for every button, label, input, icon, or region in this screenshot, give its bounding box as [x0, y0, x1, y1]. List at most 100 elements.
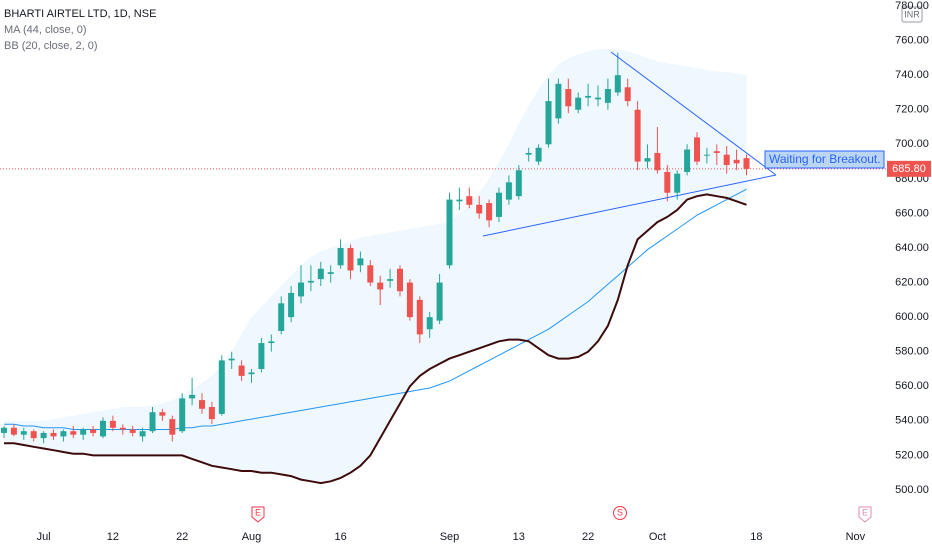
y-tick-label: 560.00	[895, 380, 929, 392]
candle-body	[703, 154, 710, 156]
annotation-box	[764, 150, 885, 169]
candle-body	[317, 268, 324, 280]
y-tick-label: 580.00	[895, 346, 929, 358]
candle-body	[565, 89, 572, 107]
candle-body	[278, 303, 285, 331]
event-marker[interactable]: E	[251, 506, 265, 523]
candle-body	[298, 282, 304, 297]
candle-body	[743, 158, 750, 169]
x-tick-label: 12	[107, 531, 119, 543]
event-label: S	[617, 507, 623, 517]
candle-body	[357, 258, 364, 266]
candle-body	[525, 152, 532, 155]
y-tick-label: 700.00	[895, 138, 929, 150]
indicator-label: BB (20, close, 2, 0)	[4, 40, 98, 52]
indicator-line	[4, 193, 747, 485]
candle-body	[585, 95, 592, 98]
candle-body	[119, 427, 126, 430]
candle-body	[634, 109, 641, 162]
y-tick-label: 640.00	[895, 242, 929, 254]
indicator-label: MA (44, close, 0)	[4, 24, 87, 36]
candle-body	[406, 282, 413, 318]
x-tick-label: Aug	[242, 531, 262, 543]
candle-body	[60, 431, 67, 437]
y-tick-label: 660.00	[895, 207, 929, 219]
candle-body	[10, 427, 17, 435]
candle-body	[713, 151, 720, 153]
candle-body	[327, 272, 334, 274]
candle-body	[387, 279, 394, 281]
trendline-lower	[482, 174, 777, 237]
candle-body	[30, 431, 37, 439]
annotation: Waiting for Breakout.	[769, 152, 881, 166]
x-tick-label: Nov	[846, 531, 866, 543]
candle-body	[466, 196, 473, 205]
candle-body	[684, 149, 691, 172]
candle-body	[654, 152, 661, 171]
candle-body	[496, 192, 502, 217]
y-tick-label: 520.00	[895, 449, 929, 461]
event-label: E	[255, 507, 261, 517]
candle-body	[248, 372, 255, 375]
candle-body	[614, 75, 621, 93]
candle-body	[40, 432, 47, 439]
candle-body	[733, 159, 740, 164]
candle-body	[169, 419, 176, 435]
x-tick-label: 16	[334, 531, 346, 543]
candle-body	[575, 97, 582, 110]
candle-body	[80, 429, 87, 435]
candle-body	[228, 358, 235, 361]
y-tick-label: 780.00	[895, 0, 929, 12]
candle-body	[595, 97, 601, 100]
candle-body	[505, 182, 512, 200]
plot	[0, 49, 887, 485]
candle-body	[476, 204, 483, 214]
candle-body	[149, 412, 156, 432]
indicator-line	[4, 188, 747, 430]
candle-body	[624, 87, 631, 102]
candle-body	[644, 158, 651, 162]
event-marker[interactable]: E	[858, 506, 872, 523]
y-tick-label: 760.00	[895, 35, 929, 47]
candle-body	[535, 147, 542, 162]
event-label: E	[862, 507, 868, 517]
candle-body	[446, 199, 453, 266]
currency-box	[901, 6, 923, 23]
currency: INR	[904, 9, 920, 19]
candle-body	[199, 400, 205, 409]
candle-body	[377, 282, 384, 290]
last-price-box	[887, 160, 931, 177]
x-tick-label: Oct	[649, 531, 666, 543]
candle-body	[100, 420, 106, 437]
candle-body	[604, 89, 611, 103]
y-tick-label: 720.00	[895, 104, 929, 116]
candle-body	[218, 360, 225, 414]
event-marker[interactable]: S	[613, 506, 627, 520]
event-icon	[613, 506, 627, 520]
candle-body	[258, 343, 265, 369]
candle-body	[268, 341, 275, 344]
candle-body	[109, 420, 116, 428]
x-tick-label: 18	[750, 531, 762, 543]
trendline-upper	[610, 51, 777, 176]
last-price-label: 685.80	[892, 163, 926, 175]
candle-body	[545, 101, 552, 145]
y-tick-label: 540.00	[895, 415, 929, 427]
candle-body	[179, 398, 186, 432]
candle-body	[436, 282, 443, 321]
candle-body	[337, 248, 344, 266]
candle-body	[288, 292, 295, 318]
candle-body	[515, 170, 522, 197]
y-tick-label: 500.00	[895, 484, 929, 496]
candle-body	[307, 280, 314, 283]
candle-body	[694, 137, 700, 162]
y-tick-label: 740.00	[895, 69, 929, 81]
candle-body	[50, 432, 57, 437]
candle-body	[456, 199, 463, 202]
candle-body	[723, 154, 730, 166]
candle-body	[20, 431, 27, 435]
x-tick-label: 22	[582, 531, 594, 543]
candle-body	[416, 299, 423, 335]
